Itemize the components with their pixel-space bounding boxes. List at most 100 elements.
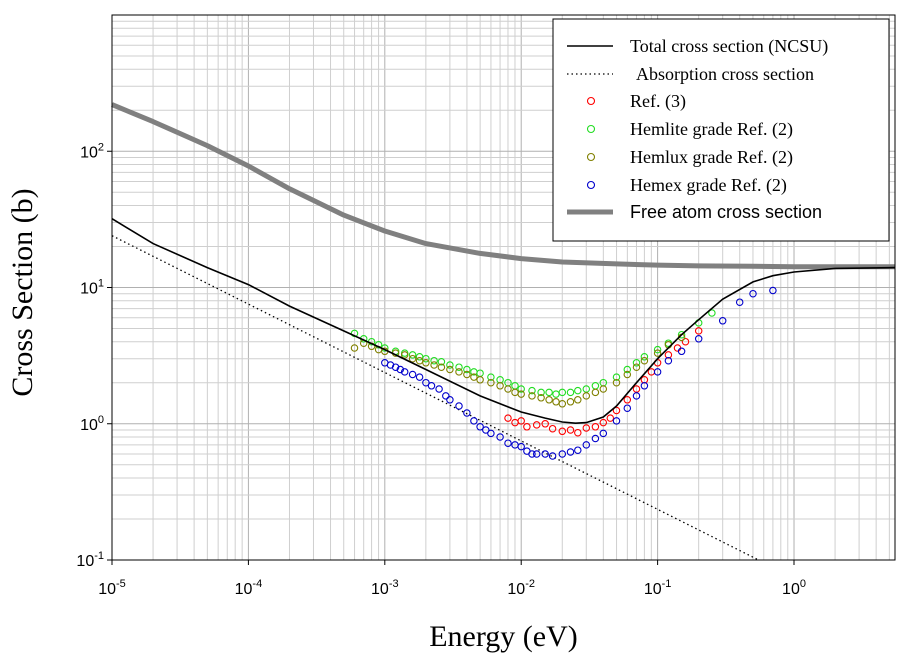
data-point bbox=[541, 450, 549, 458]
data-point bbox=[504, 385, 512, 393]
grid-lines bbox=[111, 15, 895, 561]
data-point bbox=[677, 330, 686, 339]
data-point bbox=[574, 446, 582, 454]
data-point bbox=[664, 351, 673, 359]
data-point bbox=[415, 373, 424, 381]
data-point bbox=[430, 361, 438, 369]
data-point bbox=[532, 421, 541, 429]
tick-labels: 10-5 10-4 10-3 10-2 10-1 100 10-1 100 101 102 bbox=[76, 141, 806, 598]
legend: Total cross section (NCSU) Absorption cro… bbox=[552, 18, 890, 242]
x-tick-label: 10-4 bbox=[235, 578, 263, 598]
series-layer bbox=[111, 102, 896, 561]
data-point bbox=[582, 424, 591, 432]
data-point bbox=[496, 433, 504, 441]
data-point bbox=[430, 356, 438, 365]
legend-label: Hemlite grade Ref. (2) bbox=[630, 119, 793, 140]
data-point bbox=[681, 337, 690, 346]
data-point bbox=[487, 429, 495, 438]
data-point bbox=[582, 441, 591, 449]
legend-label: Free atom cross section bbox=[630, 202, 822, 222]
x-tick-label: 10-5 bbox=[98, 578, 126, 598]
data-point bbox=[623, 404, 632, 412]
x-tick-label: 10-3 bbox=[371, 578, 399, 598]
data-point bbox=[653, 345, 662, 354]
data-point bbox=[558, 450, 567, 458]
data-point bbox=[673, 344, 682, 352]
data-point bbox=[517, 385, 525, 393]
data-point bbox=[574, 386, 582, 395]
data-point bbox=[558, 400, 567, 408]
data-point bbox=[437, 358, 446, 366]
data-point bbox=[612, 373, 621, 381]
data-point bbox=[422, 359, 430, 367]
data-point bbox=[408, 351, 417, 359]
legend-label: Hemex grade Ref. (2) bbox=[630, 175, 787, 196]
data-point bbox=[437, 363, 446, 371]
x-tick-label: 10-1 bbox=[644, 578, 672, 598]
data-point bbox=[487, 378, 495, 387]
data-point bbox=[528, 386, 536, 395]
data-point bbox=[591, 423, 600, 431]
data-point bbox=[446, 365, 454, 374]
series-line bbox=[111, 218, 896, 425]
legend-swatch bbox=[586, 96, 596, 106]
data-point bbox=[422, 378, 430, 387]
data-point bbox=[612, 406, 621, 415]
data-point bbox=[769, 286, 777, 295]
series-line bbox=[111, 102, 895, 270]
data-point bbox=[446, 361, 454, 369]
data-point bbox=[504, 439, 512, 447]
data-point bbox=[566, 426, 575, 434]
data-point bbox=[455, 363, 463, 371]
data-point bbox=[545, 388, 553, 397]
data-point bbox=[435, 385, 443, 393]
legend-swatch bbox=[586, 152, 596, 162]
legend-label: Ref. (3) bbox=[630, 91, 686, 112]
data-point bbox=[442, 392, 450, 400]
data-point bbox=[463, 409, 471, 417]
y-tick-label: 10-1 bbox=[76, 550, 104, 570]
data-point bbox=[735, 298, 744, 306]
data-point bbox=[541, 420, 549, 428]
legend-label: Hemlux grade Ref. (2) bbox=[630, 147, 793, 168]
data-point bbox=[566, 388, 575, 397]
data-point bbox=[528, 450, 536, 458]
legend-swatch bbox=[586, 124, 596, 134]
data-point bbox=[548, 424, 557, 433]
data-point bbox=[537, 388, 545, 397]
data-point bbox=[558, 427, 567, 436]
data-point bbox=[632, 363, 641, 371]
y-tick-label: 102 bbox=[80, 141, 104, 161]
x-tick-label: 10-2 bbox=[507, 578, 535, 598]
data-point bbox=[566, 448, 575, 456]
data-point bbox=[599, 429, 608, 438]
data-point bbox=[558, 388, 567, 397]
data-point bbox=[470, 417, 478, 425]
data-point bbox=[552, 390, 560, 398]
data-point bbox=[396, 365, 405, 374]
data-point bbox=[552, 398, 560, 406]
data-point bbox=[640, 353, 649, 361]
data-point bbox=[496, 382, 504, 390]
data-point bbox=[574, 396, 582, 404]
data-point bbox=[566, 398, 575, 406]
legend-box bbox=[552, 18, 890, 242]
data-point bbox=[523, 423, 531, 431]
data-point bbox=[599, 418, 608, 427]
data-point bbox=[446, 396, 454, 404]
data-point bbox=[517, 390, 525, 398]
data-point bbox=[463, 370, 471, 379]
data-point bbox=[708, 309, 716, 317]
data-point bbox=[528, 392, 536, 400]
y-axis-label: Cross Section (b) bbox=[6, 188, 39, 396]
data-point bbox=[455, 368, 463, 376]
data-point bbox=[612, 417, 621, 425]
data-point bbox=[640, 382, 649, 390]
data-point bbox=[517, 417, 525, 425]
data-point bbox=[545, 396, 553, 404]
data-point bbox=[391, 363, 400, 371]
data-point bbox=[623, 365, 632, 374]
data-point bbox=[463, 365, 471, 374]
data-point bbox=[582, 392, 591, 400]
